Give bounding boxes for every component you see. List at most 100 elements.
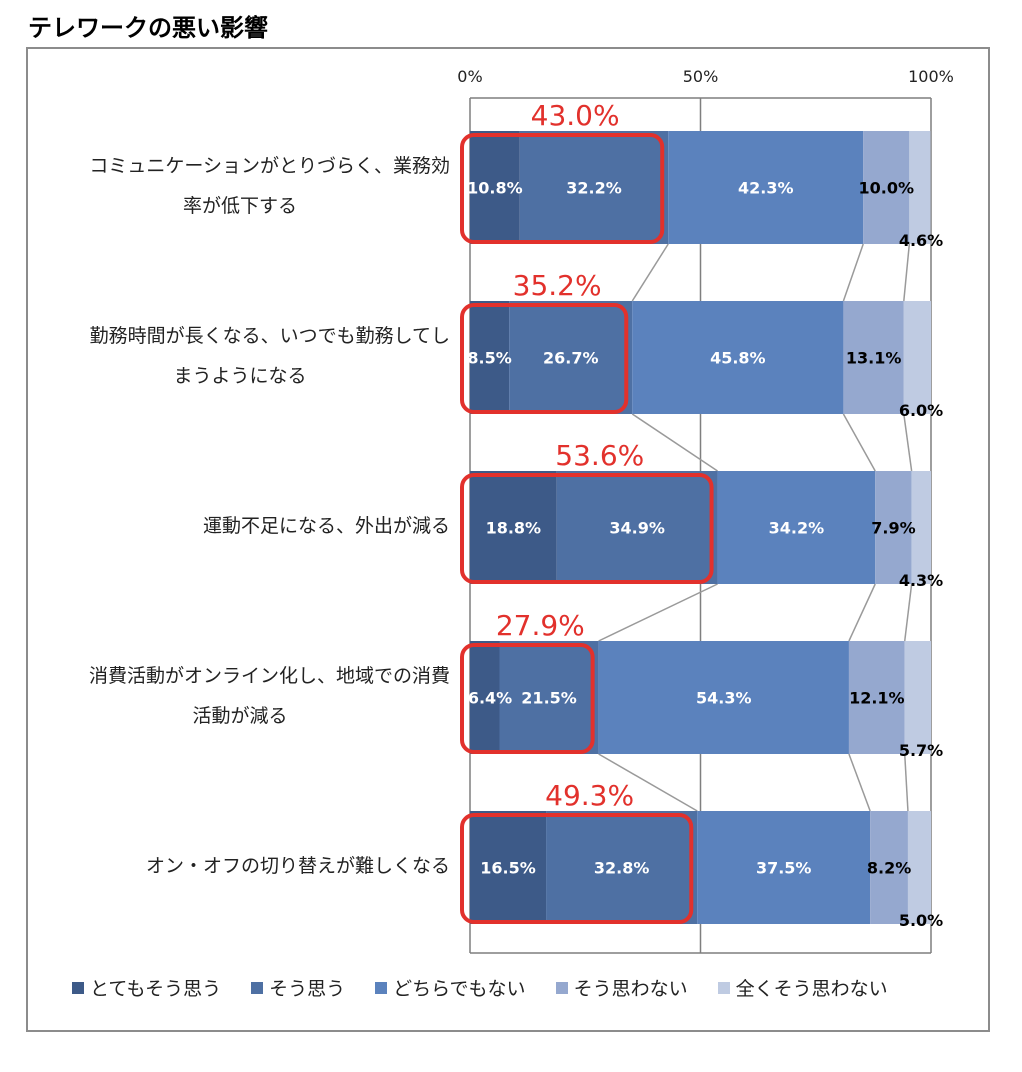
legend: とてもそう思う そう思う どちらでもない そう思わない 全くそう思わない [72, 974, 888, 1001]
series-connector [903, 413, 913, 472]
highlight-box [460, 813, 694, 924]
legend-item: そう思う [251, 974, 345, 1001]
bar-segment [903, 301, 931, 414]
category-label-line: 勤務時間が長くなる、いつでも勤務してし [89, 324, 450, 347]
highlight-total: 27.9% [496, 609, 585, 642]
legend-swatch [251, 981, 264, 994]
bar-segment [697, 811, 871, 924]
series-connector [842, 243, 864, 302]
bar-segment [907, 811, 931, 924]
highlight-total: 49.3% [545, 779, 634, 812]
data-label: 12.1% [849, 689, 905, 708]
legend-item: どちらでもない [375, 974, 526, 1001]
data-label: 5.0% [899, 911, 943, 930]
data-label: 13.1% [846, 349, 902, 368]
series-connector [903, 753, 909, 812]
data-label: 5.7% [899, 741, 943, 760]
highlight-box [460, 473, 714, 584]
highlight-total: 53.6% [555, 439, 644, 472]
series-connector [903, 583, 913, 642]
legend-swatch [72, 981, 84, 994]
data-label: 10.0% [859, 179, 915, 198]
bar-segment [470, 131, 520, 244]
data-label: 10.8% [467, 179, 523, 198]
legend-swatch [375, 981, 388, 994]
bar-segment [509, 301, 633, 414]
data-label: 6.4% [468, 689, 512, 708]
bar-segment [632, 301, 844, 414]
legend-label: 全くそう思わない [735, 978, 888, 1000]
series-connector [631, 413, 718, 472]
page-title: テレワークの悪い影響 [28, 14, 268, 42]
bar-segment [546, 811, 698, 924]
legend-item: とてもそう思う [72, 974, 221, 1001]
legend-item: 全くそう思わない [717, 974, 888, 1001]
legend-label: とてもそう思う [90, 978, 222, 1000]
data-label: 7.9% [871, 519, 915, 538]
data-label: 4.6% [899, 231, 943, 250]
bar-segment [470, 471, 557, 584]
highlight-box [460, 643, 595, 754]
bar-segment [470, 811, 547, 924]
data-label: 45.8% [710, 349, 766, 368]
category-label: 運動不足になる、外出が減る [30, 506, 450, 546]
legend-swatch [555, 981, 568, 994]
bar-segment [499, 641, 599, 754]
category-label-line: 運動不足になる、外出が減る [202, 514, 450, 537]
data-label: 26.7% [543, 349, 599, 368]
bar-segment [863, 131, 910, 244]
legend-swatch [717, 981, 730, 994]
bar-segment [904, 641, 931, 754]
category-label-line: コミュニケーションがとりづらく、業務効 [89, 154, 450, 177]
bar-segment [556, 471, 718, 584]
bar-segment [717, 471, 876, 584]
bar-segment [848, 641, 905, 754]
series-connector [598, 753, 698, 812]
bar-segment [519, 131, 669, 244]
category-label-line: まうようになる [173, 364, 307, 387]
highlight-box [460, 303, 629, 414]
data-label: 32.8% [594, 859, 650, 878]
category-label: コミュニケーションがとりづらく、業務効率が低下する [30, 146, 450, 226]
data-label: 18.8% [486, 519, 542, 538]
data-label: 16.5% [480, 859, 536, 878]
bar-segment [911, 471, 931, 584]
data-label: 4.3% [899, 571, 943, 590]
bar-segment [470, 641, 500, 754]
data-label: 8.2% [867, 859, 911, 878]
highlight-total: 43.0% [531, 99, 620, 132]
category-label-line: 活動が減る [192, 704, 288, 727]
highlight-total: 35.2% [513, 269, 602, 302]
category-label-line: オン・オフの切り替えが難しくなる [145, 854, 450, 877]
bar-segment [870, 811, 908, 924]
series-connector [631, 243, 669, 302]
category-label: 勤務時間が長くなる、いつでも勤務してしまうようになる [30, 316, 450, 396]
bar-segment [668, 131, 864, 244]
data-label: 42.3% [738, 179, 794, 198]
category-label: オン・オフの切り替えが難しくなる [30, 846, 450, 886]
x-tick-label: 0% [457, 67, 482, 86]
series-connector [848, 583, 876, 642]
bar-segment [875, 471, 912, 584]
legend-item: そう思わない [555, 974, 688, 1001]
data-label: 34.2% [769, 519, 825, 538]
category-label-line: 消費活動がオンライン化し、地域での消費 [88, 664, 450, 687]
series-connector [848, 753, 871, 812]
category-label-line: 率が低下する [182, 194, 297, 217]
bar-segment [470, 301, 510, 414]
bar-segment [598, 641, 849, 754]
data-label: 54.3% [696, 689, 752, 708]
bar-segment [909, 131, 931, 244]
series-connector [842, 413, 876, 472]
data-label: 37.5% [756, 859, 812, 878]
highlight-box [460, 133, 665, 244]
bar-segment [843, 301, 904, 414]
legend-label: どちらでもない [393, 978, 526, 1000]
chart-frame [26, 47, 990, 1032]
x-tick-label: 50% [683, 67, 719, 86]
data-label: 32.2% [566, 179, 622, 198]
series-connector [903, 243, 911, 302]
data-label: 34.9% [609, 519, 665, 538]
data-label: 21.5% [521, 689, 577, 708]
